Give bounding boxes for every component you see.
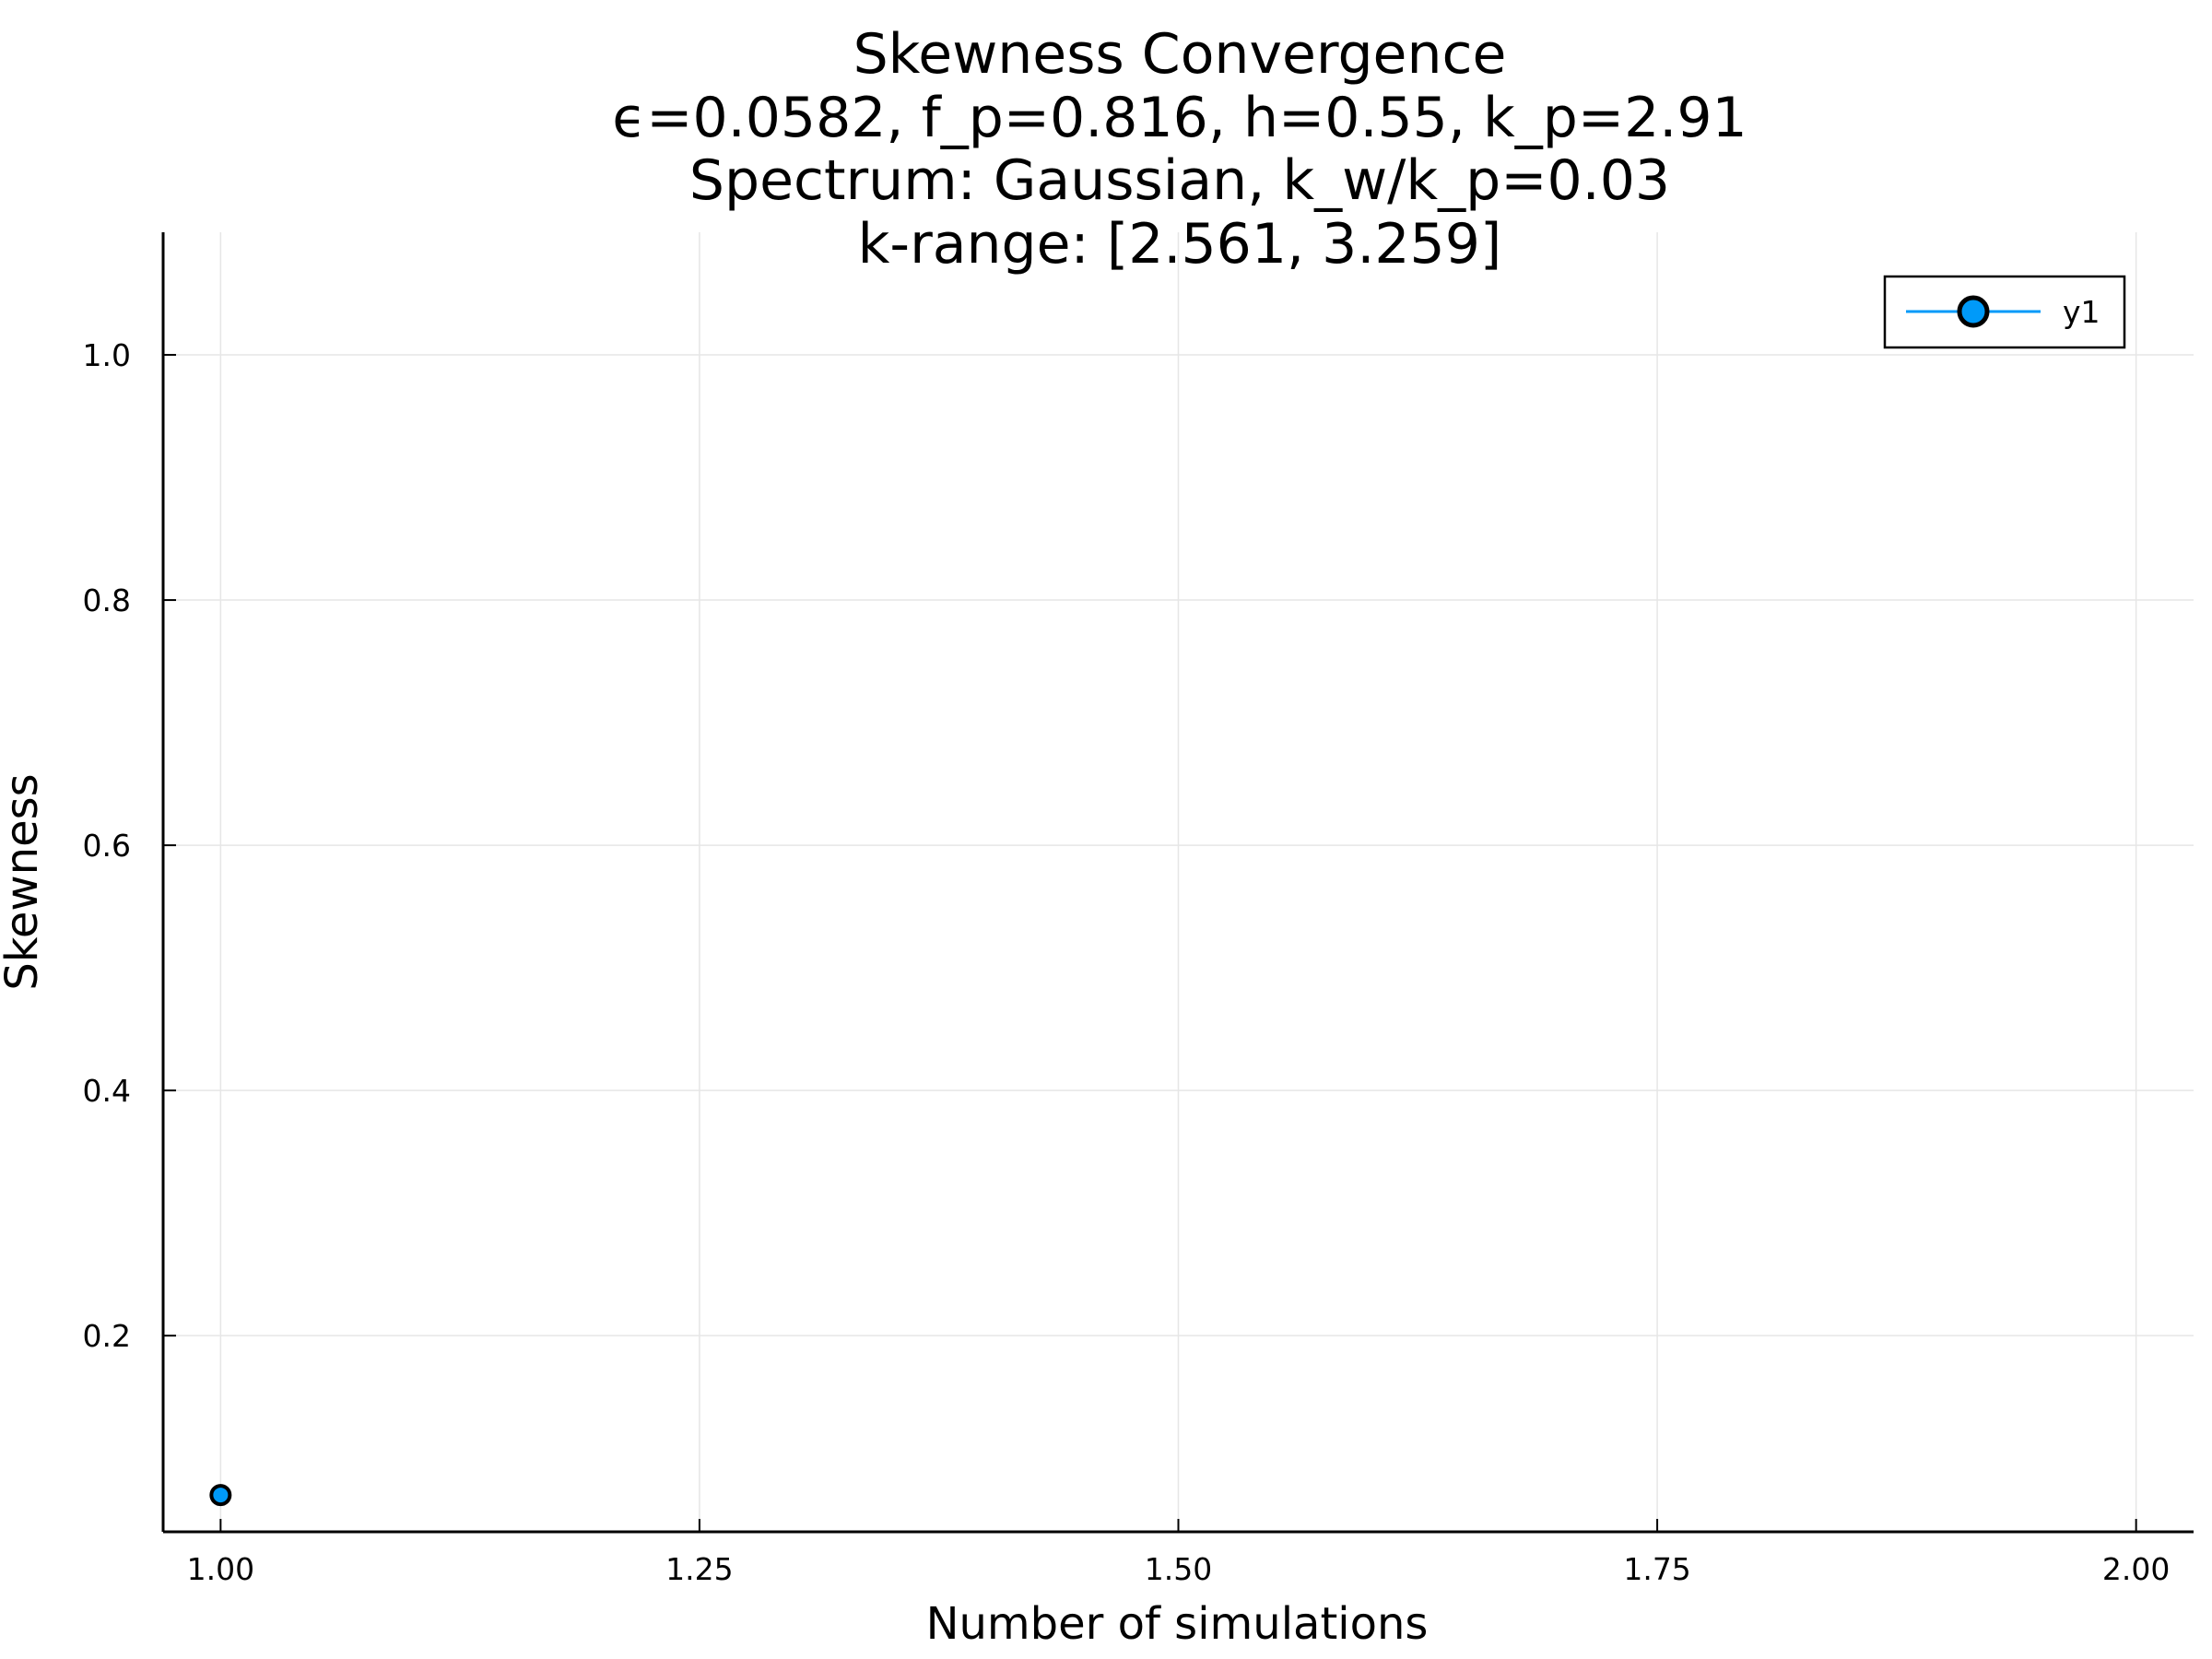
legend-label-y1: y1 — [2063, 294, 2100, 330]
x-tick-label: 1.50 — [1145, 1551, 1212, 1587]
x-tick-label: 2.00 — [2102, 1551, 2170, 1587]
axis-ticks: 1.00 1.25 1.50 1.75 2.00 0.2 0.4 0.6 0.8 1.0 — [83, 337, 2171, 1587]
y-tick-label: 0.2 — [83, 1318, 131, 1354]
x-tick-label: 1.25 — [665, 1551, 733, 1587]
y-tick-label: 0.6 — [83, 828, 131, 864]
title-line-4: k-range: [2.561, 3.259] — [858, 212, 1502, 276]
chart-title: Skewness Convergence ϵ=0.0582, f_p=0.816… — [612, 22, 1747, 276]
legend: y1 — [1883, 275, 2126, 349]
y-axis-label: Skewness — [0, 773, 48, 990]
data-point — [209, 1484, 232, 1507]
y-tick-label: 0.8 — [83, 582, 131, 618]
x-axis-label: Number of simulations — [926, 1598, 1429, 1650]
grid-lines — [163, 232, 2194, 1532]
y-tick-label: 0.4 — [83, 1073, 131, 1109]
x-tick-label: 1.75 — [1623, 1551, 1690, 1587]
title-line-2: ϵ=0.0582, f_p=0.816, h=0.55, k_p=2.91 — [612, 86, 1747, 150]
data-series — [209, 1484, 232, 1507]
title-line-3: Spectrum: Gaussian, k_w/k_p=0.03 — [689, 148, 1670, 213]
x-tick-label: 1.00 — [187, 1551, 254, 1587]
title-line-1: Skewness Convergence — [853, 22, 1507, 87]
y-tick-label: 1.0 — [83, 337, 131, 373]
legend-marker-y1 — [1957, 295, 1990, 328]
